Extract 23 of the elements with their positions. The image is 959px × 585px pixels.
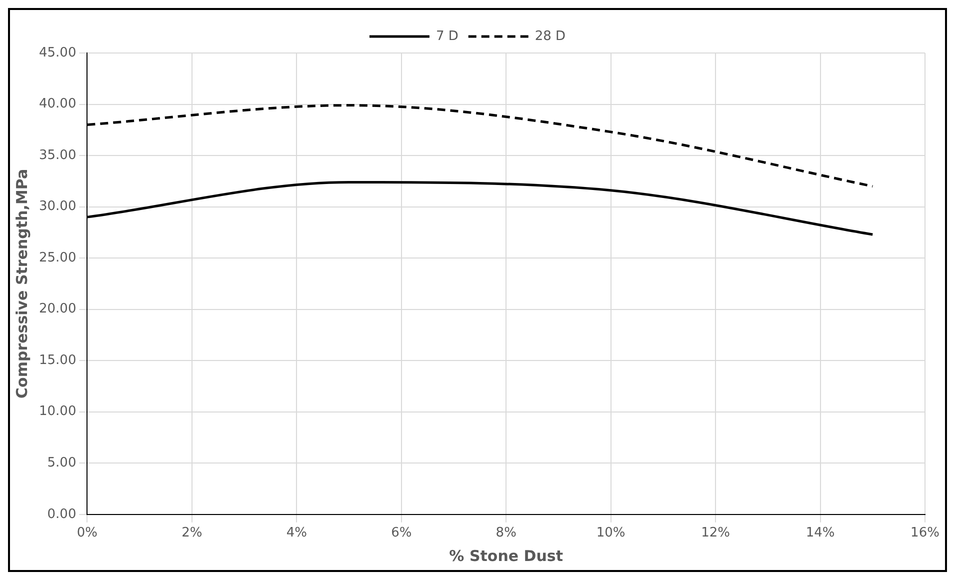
y-tick-label: 40.00 [39,96,76,112]
y-tick-label: 5.00 [47,456,76,471]
x-tick-label: 10% [596,526,626,541]
y-tick-label: 45.00 [39,45,76,60]
y-tick-label: 25.00 [39,250,76,266]
y-tick-label: 20.00 [39,302,76,317]
x-tick-label: 8% [496,526,516,541]
y-tick-label: 30.00 [39,199,76,214]
y-tick-label: 35.00 [39,148,76,163]
x-tick-label: 6% [391,526,412,541]
x-tick-label: 4% [286,526,307,541]
x-tick-label: 0% [76,526,98,541]
legend-label: 7 D [436,28,458,44]
y-axis-title: Compressive Strength,MPa [12,168,31,398]
x-tick-label: 2% [182,526,202,541]
y-tick-label: 10.00 [39,404,76,420]
x-axis-title: % Stone Dust [449,546,564,565]
x-tick-label: 16% [910,526,940,541]
legend-label: 28 D [534,28,566,44]
x-tick-label: 14% [806,526,835,541]
y-tick-label: 15.00 [39,352,76,368]
y-tick-label: 0.00 [47,506,76,522]
x-tick-label: 12% [701,526,730,541]
